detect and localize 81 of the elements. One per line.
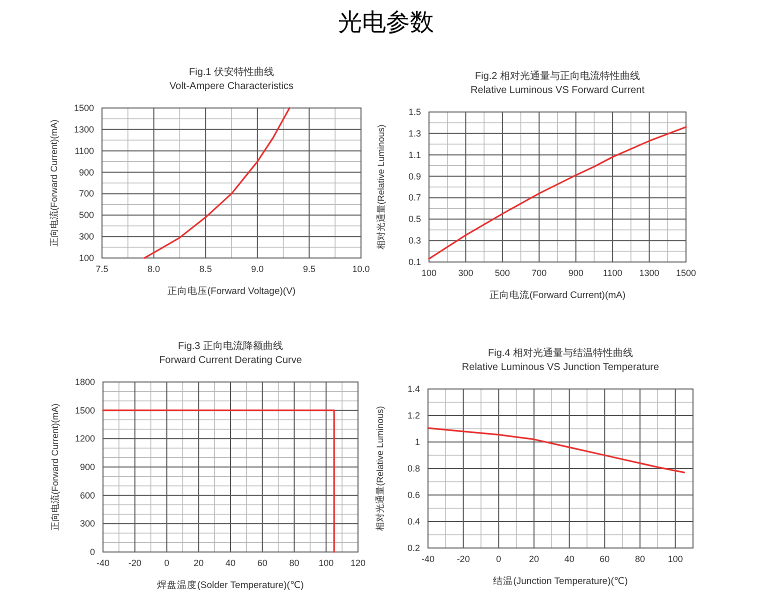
y-tick-label: 1.3 [408, 128, 421, 138]
x-tick-label: 60 [600, 554, 610, 564]
chart-subtitle: Relative Luminous VS Forward Current [470, 85, 645, 96]
y-tick-label: 1.1 [408, 150, 421, 160]
x-tick-label: 100 [421, 268, 437, 278]
line-series [428, 126, 687, 260]
y-tick-label: 1.4 [407, 384, 420, 394]
y-tick-label: 100 [78, 253, 94, 263]
x-tick-label: 120 [350, 558, 366, 568]
y-axis-title: 正向电流(Forward Current)(mA) [50, 403, 60, 531]
y-tick-label: 0.9 [408, 171, 421, 182]
y-tick-label: 0 [90, 547, 95, 557]
y-tick-label: 1 [414, 437, 420, 447]
x-tick-label: 1300 [639, 268, 660, 278]
y-tick-label: 0.2 [407, 543, 420, 553]
y-tick-label: 1500 [74, 103, 94, 113]
x-tick-label: 700 [532, 268, 547, 278]
y-tick-label: 1.5 [408, 107, 421, 117]
y-tick-label: 0.7 [408, 192, 421, 203]
line-series [144, 107, 290, 259]
y-tick-label: 900 [80, 462, 95, 472]
x-tick-label: -40 [421, 554, 435, 564]
x-tick-label: 40 [225, 558, 236, 568]
x-tick-label: 9.5 [302, 264, 316, 274]
x-axis-title: 正向电压(Forward Voltage)(V) [167, 285, 296, 297]
y-axis-title: 相对光通量(Relative Luminous) [376, 124, 386, 250]
x-axis-title: 焊盘温度(Solder Temperature)(℃) [157, 579, 304, 591]
chart-title: Fig.4 相对光通量与结温特性曲线 [488, 347, 634, 359]
chart-subtitle: Volt-Ampere Characteristics [170, 81, 294, 92]
y-tick-label: 1100 [74, 146, 94, 156]
x-tick-label: 20 [194, 558, 204, 568]
x-tick-label: 1100 [602, 268, 622, 278]
y-tick-label: 0.5 [408, 214, 421, 224]
y-tick-label: 1.2 [407, 410, 420, 420]
x-axis-title: 正向电流(Forward Current)(mA) [489, 289, 626, 301]
x-tick-label: 20 [528, 554, 540, 564]
chart-title: Fig.1 伏安特性曲线 [188, 66, 274, 78]
y-tick-label: 300 [80, 518, 95, 529]
x-tick-label: 9.0 [251, 264, 264, 274]
x-tick-label: 40 [564, 554, 574, 564]
y-tick-label: 900 [78, 167, 94, 178]
x-tick-label: 900 [568, 268, 584, 278]
x-tick-label: 100 [318, 558, 334, 568]
x-tick-label: 100 [668, 554, 683, 564]
x-tick-label: 0 [496, 554, 502, 564]
x-tick-label: -20 [456, 554, 470, 564]
y-tick-label: 1500 [74, 405, 95, 416]
y-tick-label: 0.4 [407, 516, 420, 526]
y-tick-label: 300 [78, 232, 94, 242]
x-tick-label: 8.0 [148, 264, 160, 274]
x-tick-label: -20 [128, 558, 142, 568]
y-tick-label: 1300 [74, 124, 94, 134]
y-tick-label: 0.3 [408, 236, 421, 246]
x-tick-label: 1500 [676, 268, 696, 278]
chart-subtitle: Relative Luminous VS Junction Temperature [462, 362, 660, 373]
x-axis-title: 结温(Junction Temperature)(℃) [493, 575, 628, 587]
chart-subtitle: Forward Current Derating Curve [159, 355, 302, 366]
x-tick-label: 80 [289, 558, 300, 568]
y-tick-label: 700 [78, 188, 94, 199]
chart-title: Fig.3 正向电流降额曲线 [178, 340, 284, 352]
x-tick-label: 300 [458, 268, 474, 278]
y-tick-label: 0.1 [408, 257, 421, 267]
line-series [427, 427, 685, 474]
x-tick-label: 0 [164, 558, 170, 568]
y-axis-title: 相对光通量(Relative Luminous) [375, 406, 385, 532]
y-tick-label: 1800 [74, 377, 95, 387]
y-tick-label: 0.8 [407, 464, 420, 474]
y-tick-label: 600 [80, 490, 95, 500]
text: 光电参数 [338, 9, 434, 36]
x-tick-label: -40 [96, 558, 110, 568]
x-tick-label: 500 [494, 268, 510, 278]
y-axis-title: 正向电流(Forward Current)(mA) [49, 119, 59, 247]
x-tick-label: 10.0 [352, 264, 370, 274]
x-tick-label: 8.5 [199, 264, 212, 274]
x-tick-label: 80 [634, 554, 646, 564]
y-tick-label: 500 [78, 210, 94, 220]
chart-title: Fig.2 相对光通量与正向电流特性曲线 [474, 70, 640, 82]
x-tick-label: 7.5 [96, 264, 108, 274]
y-tick-label: 0.6 [407, 490, 420, 500]
y-tick-label: 1200 [74, 434, 95, 444]
x-tick-label: 60 [257, 558, 268, 568]
